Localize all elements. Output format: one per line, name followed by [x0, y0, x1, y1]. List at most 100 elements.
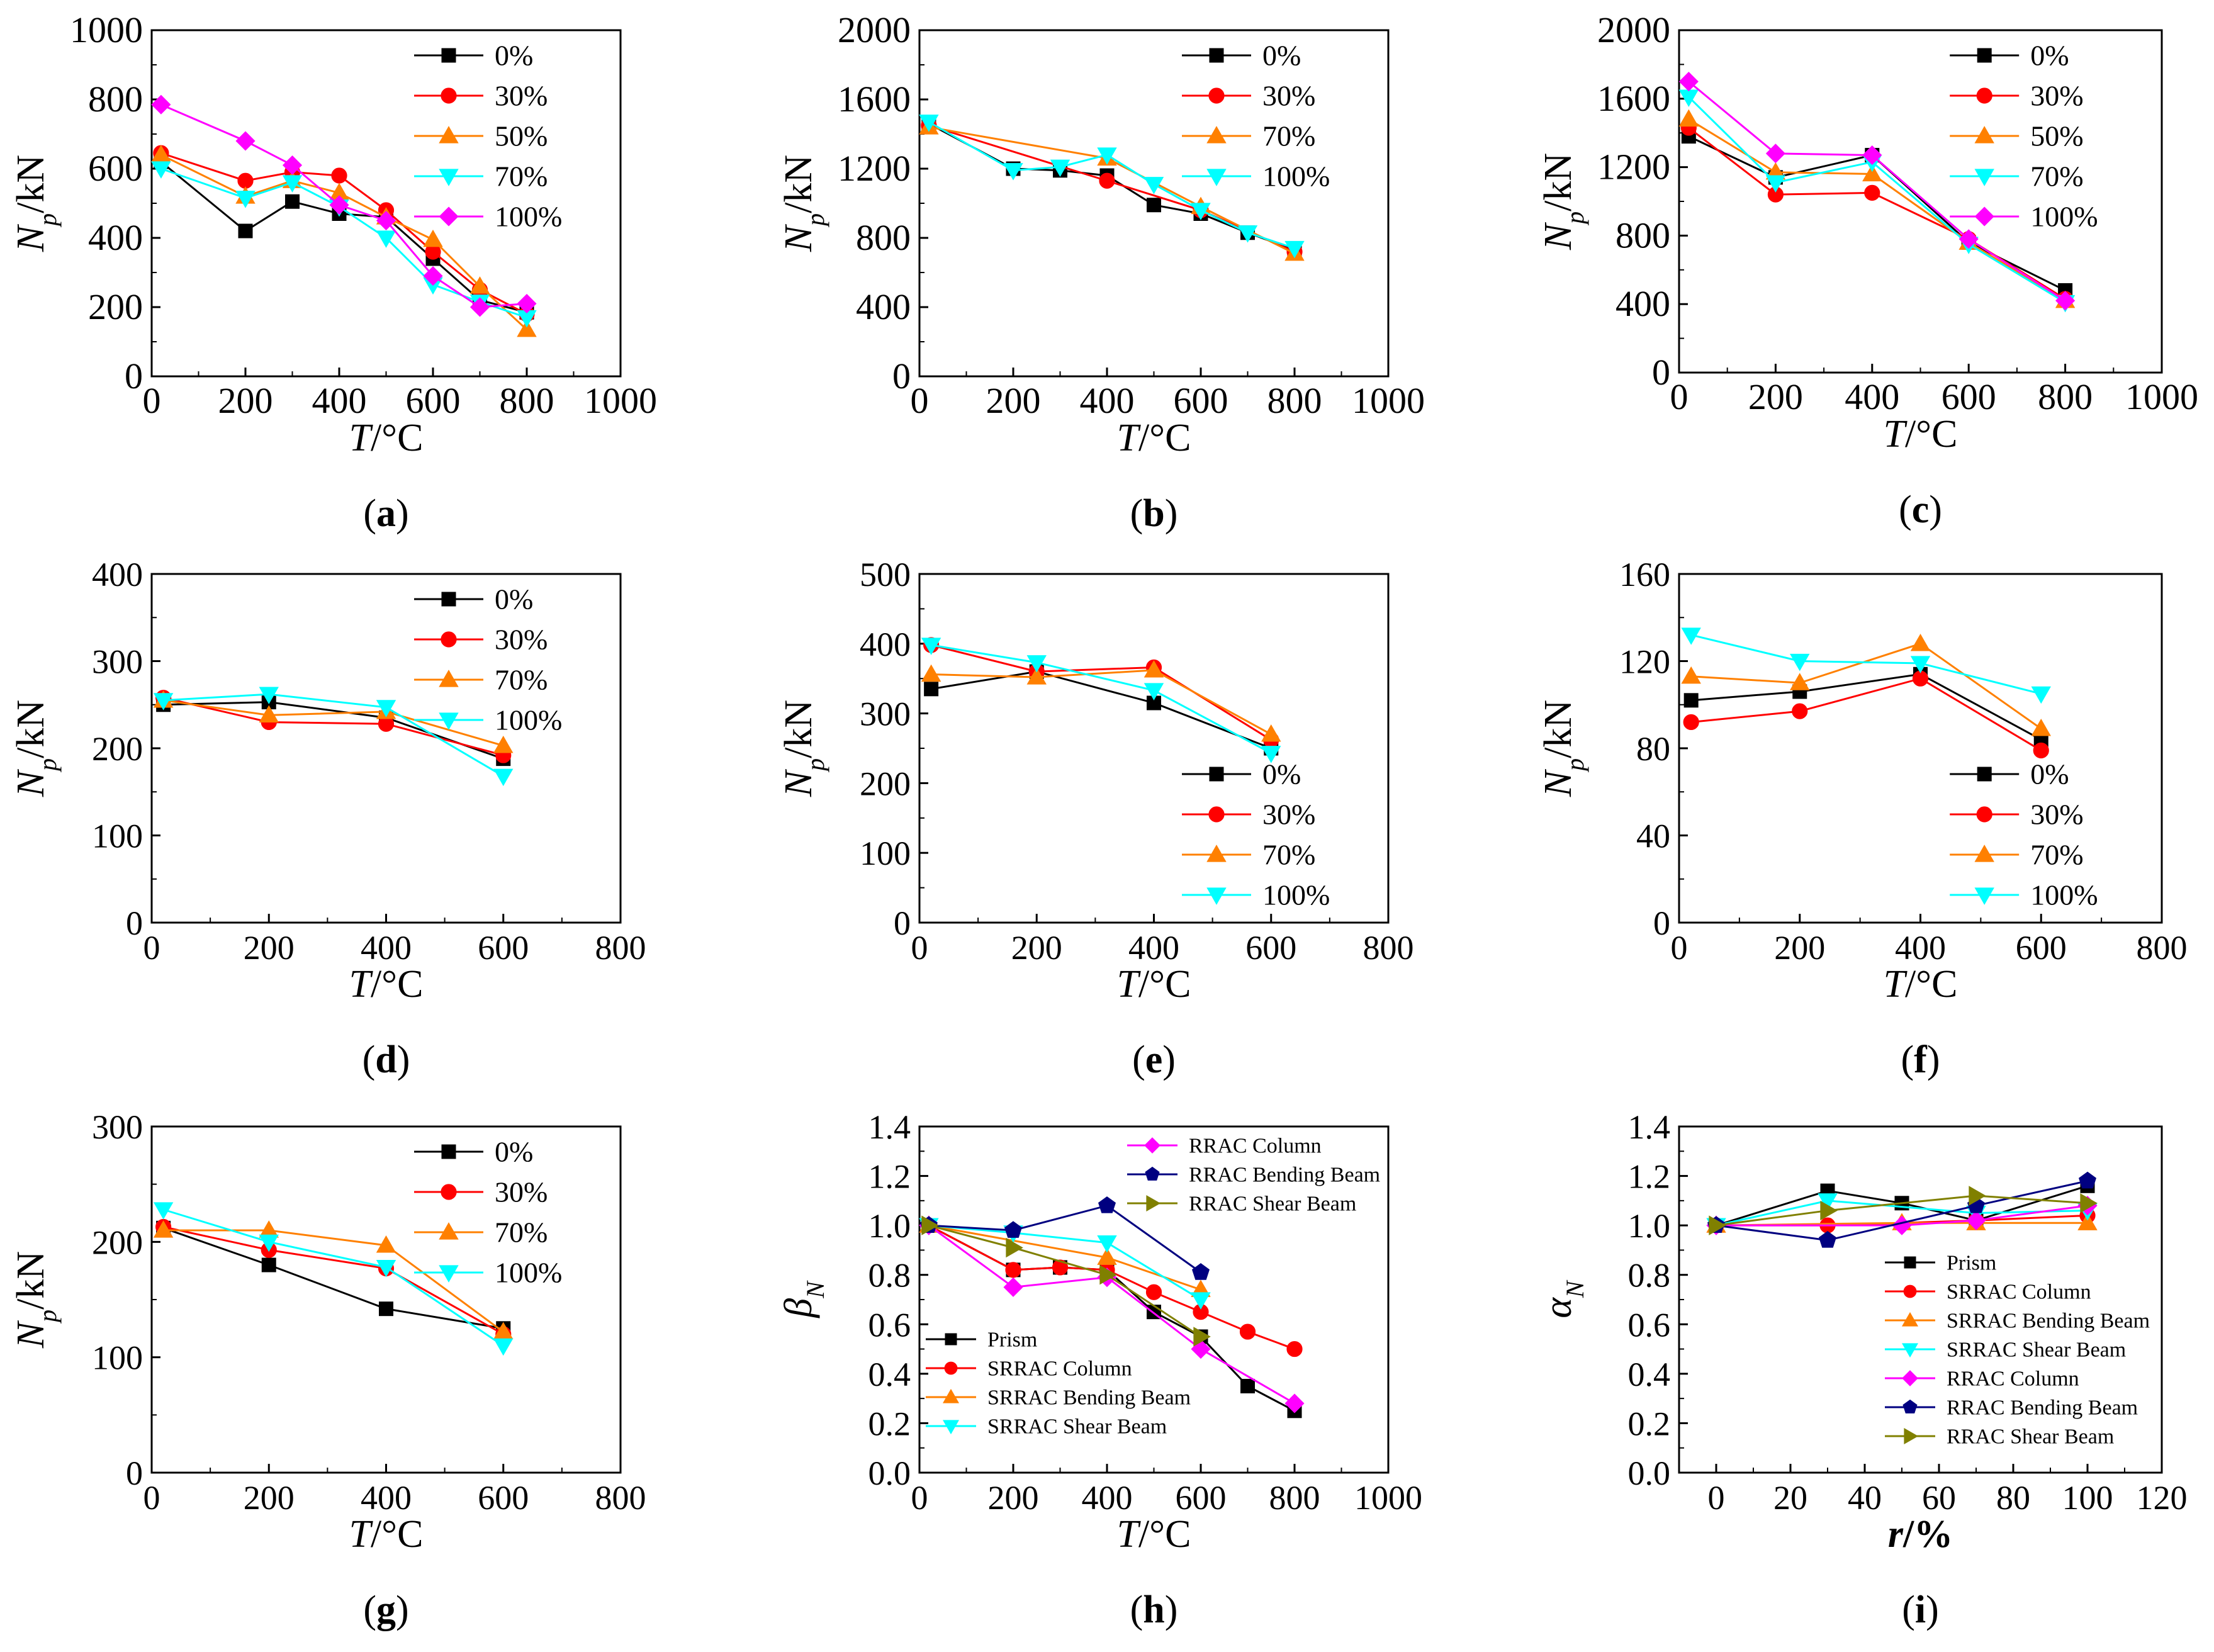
y-tick-label: 800 [856, 217, 911, 258]
data-point [1239, 1323, 1256, 1340]
data-point [2031, 718, 2051, 736]
x-axis-label-unit: /°C [1138, 417, 1191, 459]
chart-panel-f: 0 200 400 600 800 0 40 80 120 160 T/°C Np/kN (f) 0% 30… [1537, 556, 2188, 1081]
panel-label-letter: i [1915, 1588, 1926, 1631]
legend-marker [439, 1265, 459, 1283]
data-point [517, 319, 537, 337]
panel-label: (e) [1132, 1038, 1176, 1081]
data-point [376, 1235, 396, 1253]
series-line [1690, 634, 2042, 695]
y-axis-label-subscript: p [1561, 211, 1589, 226]
legend-label: Prism [987, 1329, 1037, 1352]
x-tick-label: 800 [1363, 929, 1414, 967]
legend-marker [1974, 845, 1994, 862]
legend-label: SRRAC Shear Beam [987, 1415, 1167, 1439]
legend-label: 0% [495, 40, 533, 72]
legend-label: 0% [495, 583, 533, 615]
y-tick-label: 200 [860, 765, 911, 802]
legend-label: 100% [1262, 160, 1330, 193]
data-point [1683, 693, 1699, 708]
x-tick-label: 600 [1245, 929, 1296, 967]
data-point [282, 155, 303, 176]
data-point [153, 1202, 174, 1220]
y-tick-label: 0.8 [1628, 1257, 1671, 1295]
legend-item: 30% [1182, 80, 1315, 112]
y-tick-label: 0.4 [1628, 1356, 1671, 1393]
x-tick-label: 1000 [1352, 380, 1425, 421]
x-axis-label: r/% [1888, 1513, 1953, 1556]
legend-item: 100% [1182, 879, 1330, 911]
x-tick-label: 800 [1269, 1479, 1320, 1517]
legend-label: SRRAC Bending Beam [1947, 1310, 2150, 1333]
series-line [163, 1229, 504, 1333]
series-line [931, 669, 1272, 736]
series-line [928, 1224, 1295, 1412]
chart-panel-e: 0 200 400 600 800 0 100 200 300 400 500 T/°C Np/kN (e… [777, 556, 1414, 1081]
legend-label: RRAC Column [1947, 1368, 2079, 1391]
x-tick-label: 800 [2038, 376, 2093, 417]
y-tick-label: 1.0 [868, 1207, 911, 1245]
y-tick-label: 200 [92, 730, 143, 768]
data-point [1910, 656, 1931, 673]
legend-label: SRRAC Column [987, 1357, 1132, 1381]
y-tick-label: 400 [88, 217, 143, 258]
data-point [1147, 198, 1161, 213]
data-point [1005, 1262, 1021, 1278]
data-point [153, 693, 174, 711]
legend: Prism SRRAC Column SRRAC Bending Beam SRRAC… [926, 1329, 1191, 1439]
x-axis-label-symbol: T [349, 1513, 374, 1556]
chart-panel-a: 0 200 400 600 800 1000 0 200 400 600 800 1000 T/°C Np… [9, 9, 657, 535]
legend-label: 0% [2030, 758, 2069, 790]
panel-label: (f) [1901, 1038, 1940, 1081]
data-point [1681, 666, 1701, 684]
y-tick-label: 1200 [838, 148, 911, 189]
data-point [1284, 1393, 1305, 1413]
legend-marker [439, 169, 459, 186]
y-axis-label-unit: /kN [9, 1251, 52, 1310]
data-point [1026, 667, 1047, 685]
panel-label: (h) [1130, 1588, 1178, 1631]
data-point [1862, 145, 1882, 166]
legend-marker [439, 206, 459, 227]
legend-label: Prism [1947, 1252, 1996, 1275]
series-line [1691, 673, 2042, 741]
legend-item: 100% [1950, 201, 2098, 233]
y-axis-label: Np/kN [9, 155, 62, 252]
data-point [153, 1220, 174, 1238]
y-axis-label-subscript: p [33, 213, 62, 228]
y-tick-label: 0 [126, 1454, 143, 1492]
data-point [919, 115, 939, 132]
legend-label: RRAC Bending Beam [1947, 1396, 2138, 1420]
data-point [1097, 147, 1117, 165]
legend-item: 50% [1950, 120, 2084, 152]
chart-panel-g: 0 200 400 600 800 0 100 200 300 T/°C Np/kN (g) 0% 30%… [9, 1108, 646, 1631]
data-point [285, 194, 300, 209]
series-line [928, 1224, 1201, 1291]
y-tick-label: 1.0 [1628, 1207, 1671, 1245]
panel-label-letter: f [1914, 1038, 1928, 1081]
y-axis-label-unit: /kN [9, 700, 52, 758]
legend-marker [1976, 87, 1992, 104]
x-tick-label: 0 [911, 380, 929, 421]
legend: 0% 30% 70% 100% [1182, 40, 1330, 193]
x-tick-label: 600 [1174, 380, 1228, 421]
y-axis-label: βN [777, 1280, 829, 1318]
legend-label: 70% [495, 664, 548, 696]
legend-item: 100% [1950, 879, 2098, 911]
x-axis-label-symbol: T [1117, 417, 1142, 459]
y-tick-label: 1600 [1597, 78, 1670, 119]
x-tick-label: 600 [2016, 929, 2067, 967]
x-axis-label-unit: /°C [371, 417, 423, 459]
y-tick-label: 300 [92, 643, 143, 681]
series-line [1691, 643, 2042, 730]
legend-marker [1974, 206, 1994, 227]
data-point [1052, 1259, 1069, 1276]
data-point [1003, 1277, 1023, 1297]
series-line [163, 701, 504, 760]
data-point [1240, 1379, 1255, 1393]
series-line [163, 1226, 504, 1335]
series-line [1688, 118, 2066, 302]
x-tick-label: 200 [244, 929, 295, 967]
series-line [928, 1224, 1201, 1301]
